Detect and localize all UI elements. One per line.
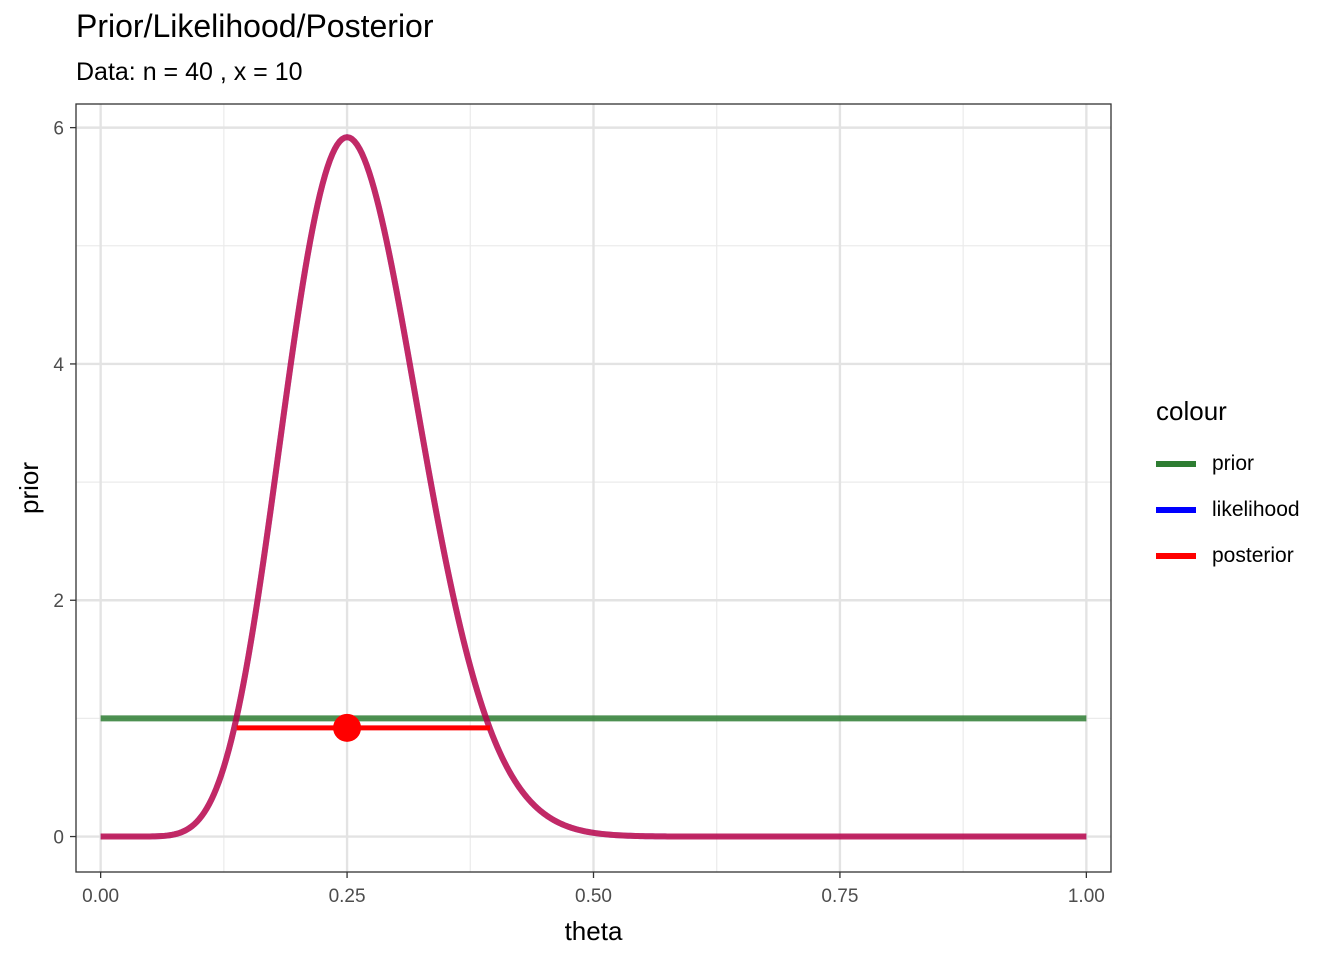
y-tick-label: 6	[53, 119, 64, 140]
posterior-point	[333, 713, 362, 742]
legend-label-prior: prior	[1212, 452, 1255, 475]
x-tick-label: 0.75	[821, 886, 858, 907]
legend-key-likelihood	[1156, 507, 1196, 513]
series-line-posterior	[100, 134, 1087, 840]
chart-subtitle: Data: n = 40 , x = 10	[76, 58, 303, 86]
x-tick-label: 0.00	[82, 886, 119, 907]
legend-title: colour	[1156, 396, 1227, 426]
x-tick-label: 0.50	[575, 886, 612, 907]
chart-title: Prior/Likelihood/Posterior	[76, 8, 434, 44]
x-tick-label: 1.00	[1068, 886, 1105, 907]
legend-item-posterior: posterior	[1156, 533, 1300, 579]
legend-item-prior: prior	[1156, 441, 1300, 487]
y-tick-label: 0	[53, 828, 64, 849]
y-tick-label: 4	[53, 355, 64, 376]
legend-key-posterior	[1156, 553, 1196, 559]
legend-item-likelihood: likelihood	[1156, 487, 1300, 533]
y-axis-label: prior	[14, 462, 44, 514]
legend-label-likelihood: likelihood	[1212, 498, 1300, 521]
legend-key-prior	[1156, 461, 1196, 467]
x-axis-label: theta	[565, 916, 623, 946]
x-tick-label: 0.25	[329, 886, 366, 907]
y-tick-label: 2	[53, 591, 64, 612]
legend-label-posterior: posterior	[1212, 544, 1294, 567]
legend: colour prior likelihood posterior	[1156, 396, 1300, 579]
